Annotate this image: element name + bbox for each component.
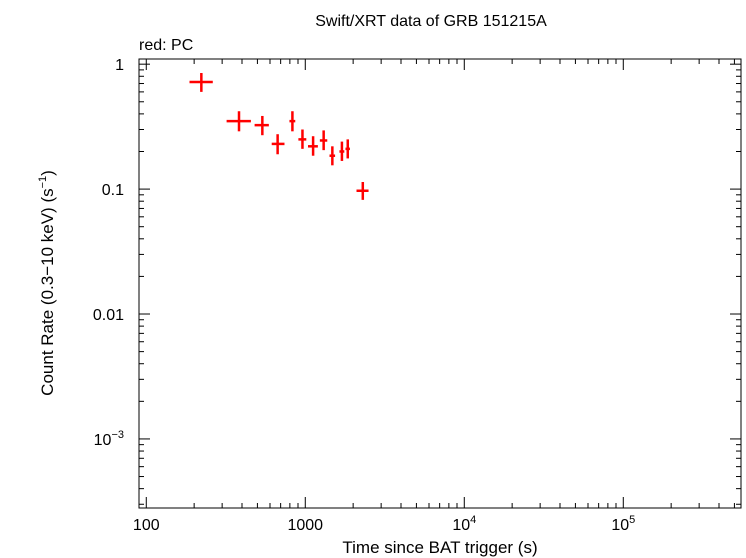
- data-point: [289, 111, 296, 132]
- y-axis-tick-labels: 1 0.1 0.01 10−3: [93, 57, 124, 449]
- x-tick-label: 1000: [287, 517, 323, 534]
- y-tick-label: 1: [115, 57, 124, 74]
- y-axis-label: Count Rate (0.3−10 keV) (s−1): [37, 170, 57, 396]
- x-tick-label-base: 10: [452, 517, 470, 534]
- y-tick-label-base: 10: [94, 432, 112, 449]
- x-tick-label-exp: 4: [470, 514, 476, 526]
- data-point: [189, 72, 213, 92]
- x-tick-label: 100: [133, 517, 160, 534]
- data-point: [339, 141, 345, 161]
- x-axis-label: Time since BAT trigger (s): [342, 538, 537, 557]
- chart-title: Swift/XRT data of GRB 151215A: [315, 13, 547, 30]
- data-point: [356, 181, 369, 200]
- x-tick-label: 104: [452, 514, 476, 534]
- x-tick-label-exp: 5: [629, 514, 635, 526]
- data-point: [345, 139, 350, 159]
- data-point: [329, 146, 336, 166]
- y-tick-label: 0.1: [102, 182, 124, 199]
- y-axis-label-main: Count Rate (0.3−10 keV) (s: [38, 188, 57, 395]
- y-tick-label-exp: −3: [111, 429, 124, 441]
- x-axis-tick-labels: 100 1000 104 105: [133, 514, 635, 534]
- data-point: [226, 111, 251, 132]
- y-tick-label: 0.01: [93, 307, 124, 324]
- data-points: [189, 72, 369, 200]
- data-point: [254, 115, 269, 136]
- data-point: [319, 130, 328, 151]
- x-tick-label-base: 10: [611, 517, 629, 534]
- y-axis-label-close: ): [38, 170, 57, 176]
- data-point: [307, 136, 318, 156]
- chart-subtitle: red: PC: [139, 37, 193, 54]
- data-point: [298, 129, 307, 149]
- data-point: [271, 134, 285, 155]
- plot-frame: [138, 58, 742, 509]
- x-tick-label: 105: [611, 514, 635, 534]
- y-tick-label: 10−3: [94, 429, 124, 449]
- y-axis-label-sup: −1: [37, 176, 49, 189]
- y-axis-ticks: [139, 63, 741, 505]
- x-axis-ticks: [138, 59, 735, 508]
